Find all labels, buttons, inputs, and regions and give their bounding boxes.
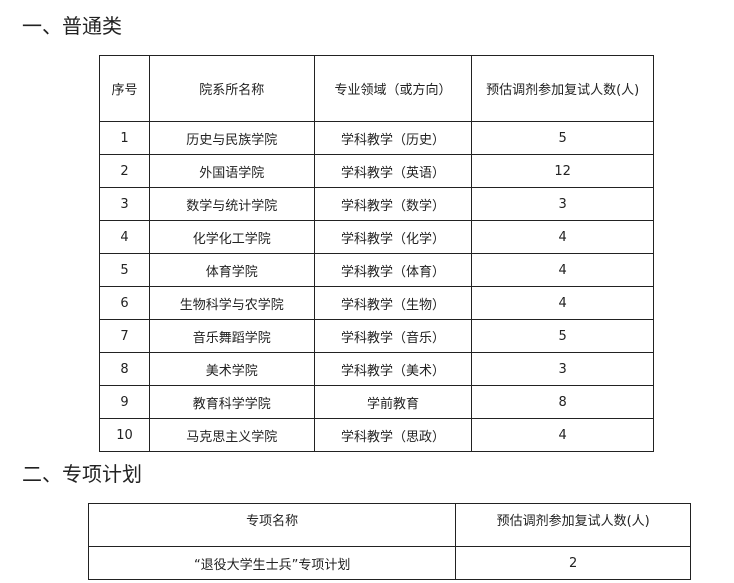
header-cell: 预估调剂参加复试人数(人): [455, 503, 691, 547]
table-cell: 学科教学（思政）: [313, 418, 473, 452]
header-cell: 预估调剂参加复试人数(人): [471, 55, 654, 122]
table-cell: “退役大学生士兵”专项计划: [87, 546, 457, 580]
table-cell: 学科教学（英语）: [313, 154, 473, 188]
table-row: 1 历史与民族学院 学科教学（历史） 5: [99, 121, 654, 155]
table-cell: 12: [471, 154, 654, 188]
table-cell: 4: [471, 220, 654, 254]
table-cell: 外国语学院: [148, 154, 315, 188]
general-table: 序号 院系所名称 专业领域（或方向） 预估调剂参加复试人数(人) 1 历史与民族学院 学科教…: [99, 55, 654, 452]
table-cell: 数学与统计学院: [148, 187, 315, 221]
header-cell: 专业领域（或方向）: [313, 55, 473, 122]
table-row: 2 外国语学院 学科教学（英语） 12: [99, 154, 654, 188]
table-cell: 2: [99, 154, 150, 188]
table-cell: 4: [471, 253, 654, 287]
table-row: 8 美术学院 学科教学（美术） 3: [99, 352, 654, 386]
section-2-heading: 二、专项计划: [22, 462, 142, 486]
section-1-heading: 一、普通类: [22, 14, 122, 38]
table-cell: 学科教学（美术）: [313, 352, 473, 386]
table-cell: 3: [471, 352, 654, 386]
table-cell: 9: [99, 385, 150, 419]
table-cell: 4: [99, 220, 150, 254]
table-cell: 4: [471, 418, 654, 452]
table-cell: 4: [471, 286, 654, 320]
special-plan-table: 专项名称 预估调剂参加复试人数(人) “退役大学生士兵”专项计划 2: [87, 503, 691, 580]
table-row: “退役大学生士兵”专项计划 2: [87, 546, 691, 580]
table-cell: 学科教学（历史）: [313, 121, 473, 155]
table-row: 9 教育科学学院 学前教育 8: [99, 385, 654, 419]
header-row: 专项名称 预估调剂参加复试人数(人): [87, 503, 691, 547]
table-cell: 体育学院: [148, 253, 315, 287]
header-cell: 序号: [99, 55, 150, 122]
table-cell: 学前教育: [313, 385, 473, 419]
table-cell: 3: [471, 187, 654, 221]
table-cell: 10: [99, 418, 150, 452]
table-row: 6 生物科学与农学院 学科教学（生物） 4: [99, 286, 654, 320]
table-row: 5 体育学院 学科教学（体育） 4: [99, 253, 654, 287]
header-cell: 专项名称: [87, 503, 457, 547]
table-cell: 5: [471, 319, 654, 353]
table-row: 3 数学与统计学院 学科教学（数学） 3: [99, 187, 654, 221]
table-cell: 5: [99, 253, 150, 287]
table-cell: 学科教学（生物）: [313, 286, 473, 320]
table-row: 4 化学化工学院 学科教学（化学） 4: [99, 220, 654, 254]
table-cell: 6: [99, 286, 150, 320]
table-cell: 7: [99, 319, 150, 353]
header-cell: 院系所名称: [148, 55, 315, 122]
table-cell: 1: [99, 121, 150, 155]
table-cell: 3: [99, 187, 150, 221]
table-cell: 历史与民族学院: [148, 121, 315, 155]
table-cell: 学科教学（化学）: [313, 220, 473, 254]
table-cell: 音乐舞蹈学院: [148, 319, 315, 353]
table-cell: 学科教学（音乐）: [313, 319, 473, 353]
table-cell: 学科教学（体育）: [313, 253, 473, 287]
table-cell: 教育科学学院: [148, 385, 315, 419]
table-cell: 5: [471, 121, 654, 155]
table-cell: 化学化工学院: [148, 220, 315, 254]
table-cell: 8: [471, 385, 654, 419]
table-cell: 马克思主义学院: [148, 418, 315, 452]
table-row: 10 马克思主义学院 学科教学（思政） 4: [99, 418, 654, 452]
table-cell: 2: [455, 546, 691, 580]
header-row: 序号 院系所名称 专业领域（或方向） 预估调剂参加复试人数(人): [99, 55, 654, 122]
table-cell: 美术学院: [148, 352, 315, 386]
table-cell: 生物科学与农学院: [148, 286, 315, 320]
table-cell: 学科教学（数学）: [313, 187, 473, 221]
table-cell: 8: [99, 352, 150, 386]
table-row: 7 音乐舞蹈学院 学科教学（音乐） 5: [99, 319, 654, 353]
